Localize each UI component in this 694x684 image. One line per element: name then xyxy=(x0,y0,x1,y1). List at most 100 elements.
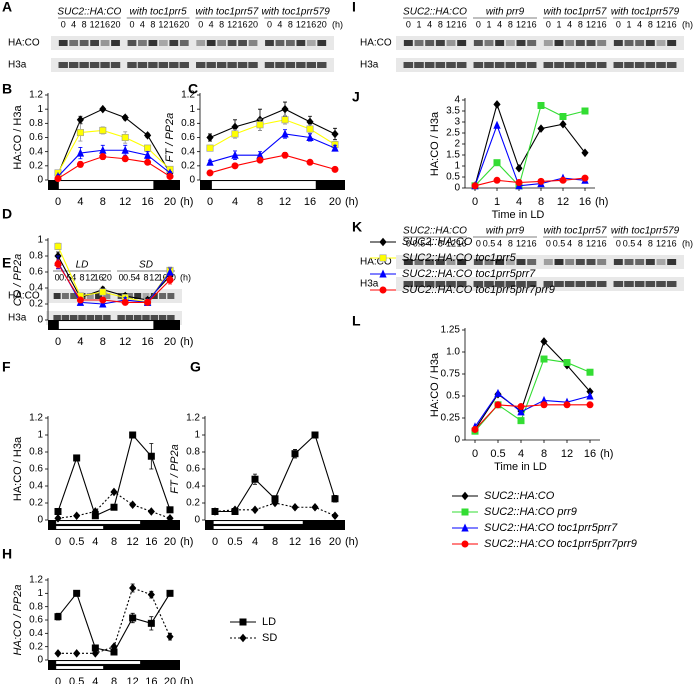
point xyxy=(211,507,219,516)
band xyxy=(554,40,564,46)
x-unit: (h) xyxy=(180,336,193,348)
band xyxy=(575,281,586,287)
lane-label: 0 xyxy=(616,19,621,29)
y-tick-label: 1.2 xyxy=(29,575,43,586)
series-line xyxy=(57,433,171,517)
point xyxy=(54,260,62,268)
x-tick-label: 16 xyxy=(145,536,157,548)
point xyxy=(110,642,118,651)
band xyxy=(79,40,89,46)
point xyxy=(517,403,525,411)
band xyxy=(543,62,554,68)
point xyxy=(331,495,339,503)
series-line xyxy=(57,263,171,303)
row-label: HA:CO xyxy=(360,38,392,49)
point xyxy=(121,155,129,163)
band xyxy=(179,40,189,46)
point xyxy=(291,502,299,512)
group-label: with toc1prr579 xyxy=(611,226,680,237)
x-tick-label: 0.5 xyxy=(227,536,242,548)
point xyxy=(144,131,152,140)
band xyxy=(100,62,110,68)
lane-label: 12 xyxy=(446,238,456,248)
legend-marker xyxy=(461,491,469,501)
group-label: with prr9 xyxy=(486,7,525,18)
point xyxy=(91,649,99,658)
y-tick-label: 1 xyxy=(37,235,43,246)
lane-label: 12 xyxy=(656,19,666,29)
lane-label: 0 xyxy=(476,238,481,248)
dark-period xyxy=(48,665,180,670)
x-tick-label: 8 xyxy=(100,196,106,208)
y-axis-title: HA:CO / PP2a xyxy=(12,585,24,656)
point xyxy=(281,129,289,138)
point xyxy=(251,505,259,515)
lane-label: 1 xyxy=(556,19,561,29)
point xyxy=(73,454,81,462)
lane-label: 8 xyxy=(508,19,513,29)
y-tick-label: 0.4 xyxy=(29,283,43,294)
y-tick-label: 3.5 xyxy=(446,106,460,117)
band xyxy=(306,40,316,46)
band xyxy=(446,281,456,287)
lane-label: 4 xyxy=(637,19,642,29)
band xyxy=(473,62,484,68)
band xyxy=(70,293,78,299)
band xyxy=(403,281,414,287)
lane-label: 4 xyxy=(427,238,432,248)
panel-letter: D xyxy=(2,206,12,222)
point xyxy=(129,583,137,593)
band xyxy=(414,62,424,68)
x-tick-label: 0 xyxy=(55,196,61,208)
y-tick-label: 0 xyxy=(189,175,195,186)
band xyxy=(69,40,79,46)
band xyxy=(159,293,167,299)
band xyxy=(78,315,86,321)
band xyxy=(53,315,61,321)
lane-label: 8 xyxy=(288,19,293,29)
x-tick-label: 16 xyxy=(145,676,157,684)
point xyxy=(581,174,589,182)
lane-label: 12 xyxy=(296,19,306,29)
point xyxy=(129,614,137,622)
blot-strip xyxy=(396,277,684,291)
blot-strip xyxy=(396,58,684,72)
x-tick-label: 16 xyxy=(309,536,321,548)
x-tick-label: 8 xyxy=(111,676,117,684)
band xyxy=(613,259,623,265)
point xyxy=(251,475,259,483)
group-label: with prr9 xyxy=(486,226,525,237)
band xyxy=(111,40,120,46)
lane-label: 8 xyxy=(508,238,513,248)
point xyxy=(494,388,502,397)
lane-label: 0.5 xyxy=(59,272,72,282)
legend-marker xyxy=(461,508,469,516)
x-tick-label: 12 xyxy=(561,448,573,460)
point xyxy=(493,159,501,167)
band xyxy=(61,315,70,321)
lane-label: 12 xyxy=(586,19,596,29)
band xyxy=(543,40,553,46)
x-axis-title: Time in LD xyxy=(494,461,547,473)
point xyxy=(493,176,501,184)
band xyxy=(414,40,424,46)
band xyxy=(516,62,526,68)
point xyxy=(231,505,239,515)
point xyxy=(110,503,118,511)
lane-label: 0.5 xyxy=(553,238,566,248)
band xyxy=(158,315,167,321)
lane-label: 4 xyxy=(567,19,572,29)
y-axis-title: FT / PP2a xyxy=(164,113,176,163)
point xyxy=(54,242,62,250)
band xyxy=(110,62,121,68)
y-tick-label: 0 xyxy=(37,655,43,666)
y-tick-label: 0.6 xyxy=(29,132,43,143)
point xyxy=(147,619,155,627)
band xyxy=(90,40,99,46)
point xyxy=(306,132,314,141)
band xyxy=(516,40,526,46)
band xyxy=(527,40,537,46)
y-tick-label: 3 xyxy=(454,117,460,128)
unit-label: (h) xyxy=(180,272,191,282)
lane-label: 16 xyxy=(94,272,104,282)
